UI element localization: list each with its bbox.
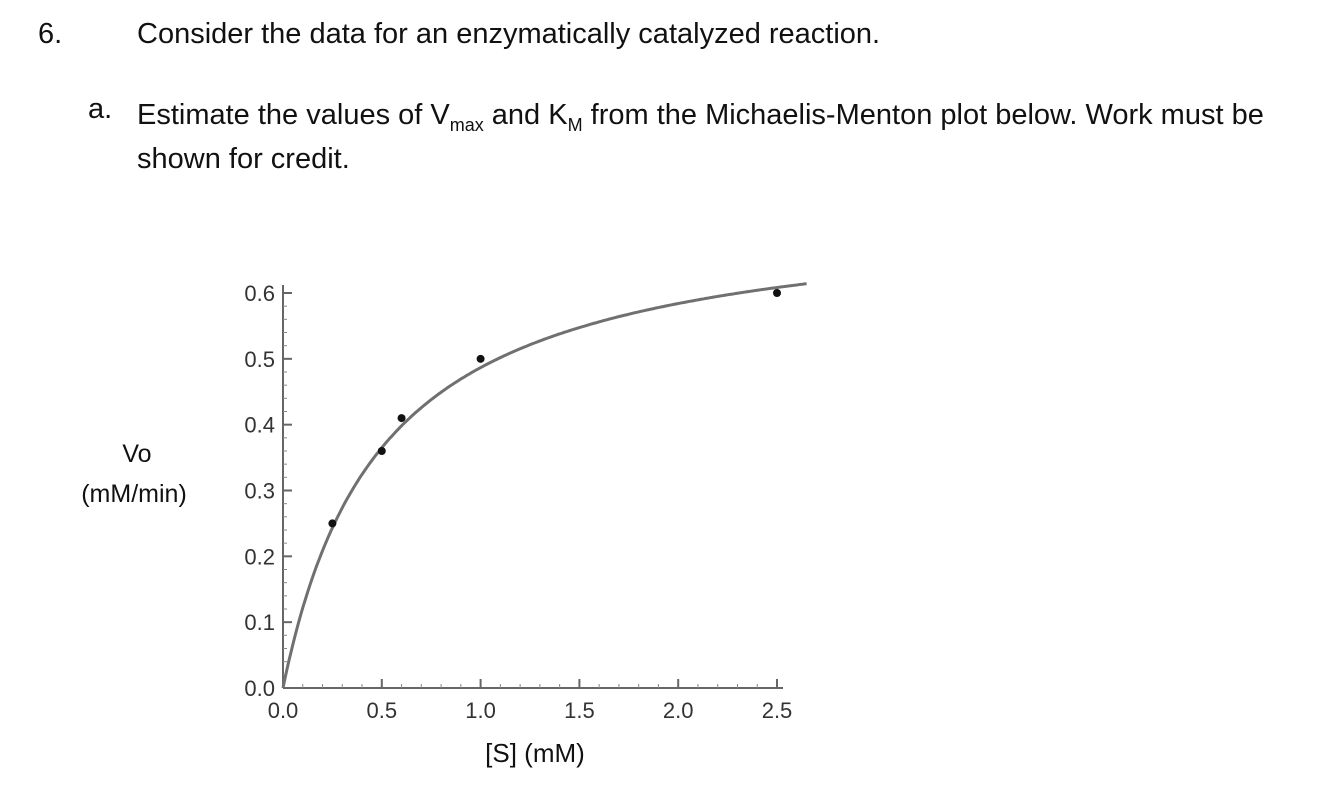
y-tick-label: 0.4 (244, 413, 275, 438)
part-a-text-2: and K (483, 99, 568, 131)
vmax-subscript: max (449, 115, 484, 135)
x-tick-label: 1.5 (564, 698, 595, 723)
data-point (476, 354, 485, 363)
part-a-instructions: Estimate the values of Vmax and KM from … (137, 93, 1297, 181)
fit-curve-line (281, 282, 807, 689)
chart-ticks: 0.0 0.1 0.2 0.3 0.4 0.5 0.6 0.0 0.5 1.0 1.5 2.0 2.5 (244, 281, 792, 723)
part-a-text-1: Estimate the values of V (137, 99, 450, 131)
y-tick-label: 0.5 (244, 347, 275, 372)
x-tick-label: 0.0 (268, 698, 299, 723)
fit-curve-layer (281, 282, 807, 689)
y-tick-label: 0.6 (244, 281, 275, 306)
y-tick-label: 0.2 (244, 544, 275, 569)
x-axis-label: [S] (mM) (485, 738, 585, 768)
data-point (397, 414, 406, 423)
question-number: 6. (38, 18, 63, 50)
data-point (328, 519, 337, 528)
x-tick-label: 2.5 (762, 698, 793, 723)
km-subscript: M (567, 115, 583, 135)
y-axis-label-line2: (mM/min) (81, 480, 187, 508)
y-axis-label-line1: Vo (122, 440, 151, 468)
y-tick-label: 0.0 (244, 676, 275, 701)
x-tick-label: 2.0 (663, 698, 694, 723)
chart-axes (282, 285, 783, 689)
x-tick-label: 0.5 (367, 698, 398, 723)
part-a-letter: a. (88, 93, 113, 125)
data-point (773, 289, 781, 297)
x-tick-label: 1.0 (465, 698, 496, 723)
part-a-text-3: from the Michaelis-Menton plot below. Wo… (137, 99, 1264, 175)
y-tick-label: 0.1 (244, 610, 275, 635)
data-points (328, 289, 781, 528)
y-tick-label: 0.3 (244, 479, 275, 504)
question-text: Consider the data for an enzymatically c… (137, 18, 881, 50)
data-point (377, 447, 386, 455)
